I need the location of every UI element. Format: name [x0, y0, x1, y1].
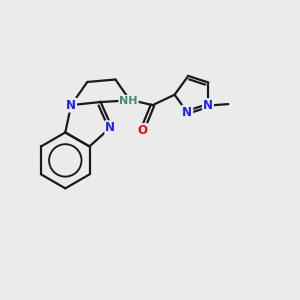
Text: N: N — [66, 99, 76, 112]
Text: O: O — [137, 124, 147, 137]
Text: N: N — [182, 106, 192, 119]
Text: NH: NH — [119, 96, 138, 106]
Text: N: N — [105, 121, 115, 134]
Text: N: N — [203, 99, 213, 112]
